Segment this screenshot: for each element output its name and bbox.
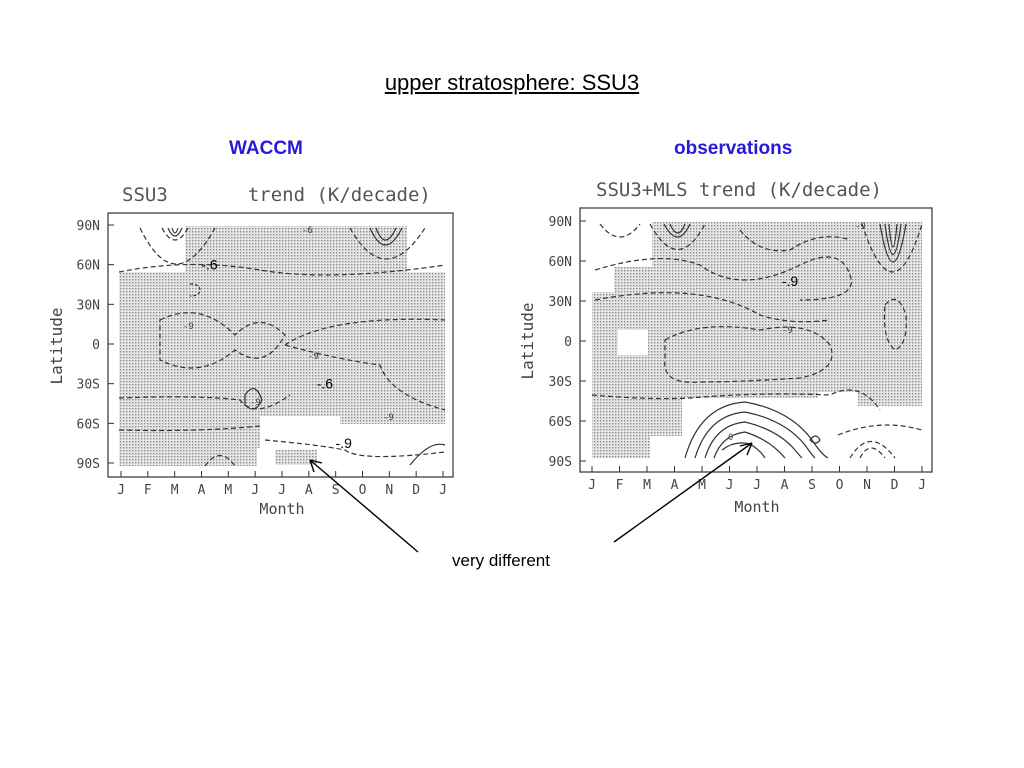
x-tick-label: J: [753, 478, 761, 493]
observations-contour-labels: -9 0 -9: [728, 222, 866, 443]
waccm-plot-frame: [107, 212, 454, 478]
x-tick-label: M: [643, 478, 651, 493]
comparison-caption: very different: [452, 551, 550, 570]
x-tick-label: J: [278, 483, 286, 498]
x-tick-label: J: [726, 478, 734, 493]
waccm-contours: [118, 227, 446, 467]
y-tick-label: 30S: [549, 375, 572, 390]
waccm-xlabel: Month: [259, 500, 304, 518]
y-tick-label: 60S: [549, 415, 572, 430]
observations-stipple-region: [592, 222, 922, 458]
x-tick-label: A: [198, 483, 206, 498]
contour-label: -9: [250, 398, 261, 408]
x-tick-label: A: [781, 478, 789, 493]
y-tick-label: 60N: [549, 255, 572, 270]
waccm-chart-title: SSU3 trend (K/decade): [122, 184, 431, 206]
x-tick-label: N: [863, 478, 871, 493]
y-tick-label: 30N: [549, 295, 572, 310]
arrowhead-right: [739, 442, 753, 456]
x-tick-label: A: [671, 478, 679, 493]
observations-annotations: -.9: [782, 273, 799, 289]
waccm-y-axis: 90N 60N 30N 0 30S 60S 90S: [77, 219, 114, 472]
waccm-ylabel: Latitude: [47, 307, 66, 384]
contour-label: -9: [782, 326, 793, 336]
x-tick-label: D: [412, 483, 420, 498]
x-tick-label: J: [251, 483, 259, 498]
x-tick-label: N: [385, 483, 393, 498]
y-tick-label: 30N: [77, 298, 100, 313]
arrow-to-waccm: [309, 459, 419, 553]
contour-label: -9: [855, 222, 866, 232]
x-tick-label: J: [918, 478, 926, 493]
contour-label: -9: [183, 322, 194, 332]
x-tick-label: S: [332, 483, 340, 498]
x-tick-label: F: [144, 483, 152, 498]
y-tick-label: 90N: [549, 215, 572, 230]
waccm-stipple-region: [119, 226, 445, 466]
contour-label: 0: [728, 433, 733, 443]
x-tick-label: O: [836, 478, 844, 493]
comparison-arrows: [309, 442, 753, 553]
slide-title: upper stratosphere: SSU3: [384, 70, 640, 95]
y-tick-label: 90S: [549, 455, 572, 470]
observations-ylabel: Latitude: [518, 302, 537, 379]
y-tick-label: 60S: [77, 417, 100, 432]
trend-annotation-label: -.6: [317, 376, 334, 392]
observations-heading: observations: [674, 138, 793, 159]
y-tick-label: 30S: [77, 378, 100, 393]
arrowhead-left: [309, 459, 323, 473]
x-tick-label: M: [171, 483, 179, 498]
trend-annotation-label: -.9: [336, 435, 353, 451]
x-tick-label: S: [808, 478, 816, 493]
waccm-annotations: -.6 -.6 -.9: [201, 257, 352, 452]
waccm-heading: WACCM: [229, 138, 303, 159]
observations-plot-frame: [579, 207, 933, 473]
arrow-to-observations: [613, 442, 753, 543]
x-tick-label: J: [117, 483, 125, 498]
waccm-contour-labels: -9 -9 -9 -6 -9: [183, 226, 394, 423]
waccm-chart: SSU3 trend (K/decade): [47, 184, 454, 518]
observations-chart: SSU3+MLS trend (K/decade): [518, 179, 933, 516]
x-tick-label: D: [891, 478, 899, 493]
trend-annotation-label: -.9: [782, 273, 799, 289]
x-tick-label: J: [588, 478, 596, 493]
y-tick-label: 0: [92, 338, 100, 353]
observations-contours: [591, 223, 923, 459]
y-tick-label: 0: [564, 335, 572, 350]
contour-label: -6: [302, 226, 313, 236]
y-tick-label: 90N: [77, 219, 100, 234]
observations-y-axis: 90N 60N 30N 0 30S 60S 90S: [549, 215, 586, 470]
trend-annotation-label: -.6: [201, 257, 218, 273]
observations-chart-title: SSU3+MLS trend (K/decade): [596, 179, 882, 201]
y-tick-label: 60N: [77, 259, 100, 274]
x-tick-label: O: [359, 483, 367, 498]
x-tick-label: M: [224, 483, 232, 498]
y-tick-label: 90S: [77, 457, 100, 472]
x-tick-label: F: [616, 478, 624, 493]
x-tick-label: M: [698, 478, 706, 493]
observations-xlabel: Month: [734, 498, 779, 516]
contour-label: -9: [308, 352, 319, 362]
x-tick-label: J: [439, 483, 447, 498]
contour-label: -9: [383, 413, 394, 423]
x-tick-label: A: [305, 483, 313, 498]
